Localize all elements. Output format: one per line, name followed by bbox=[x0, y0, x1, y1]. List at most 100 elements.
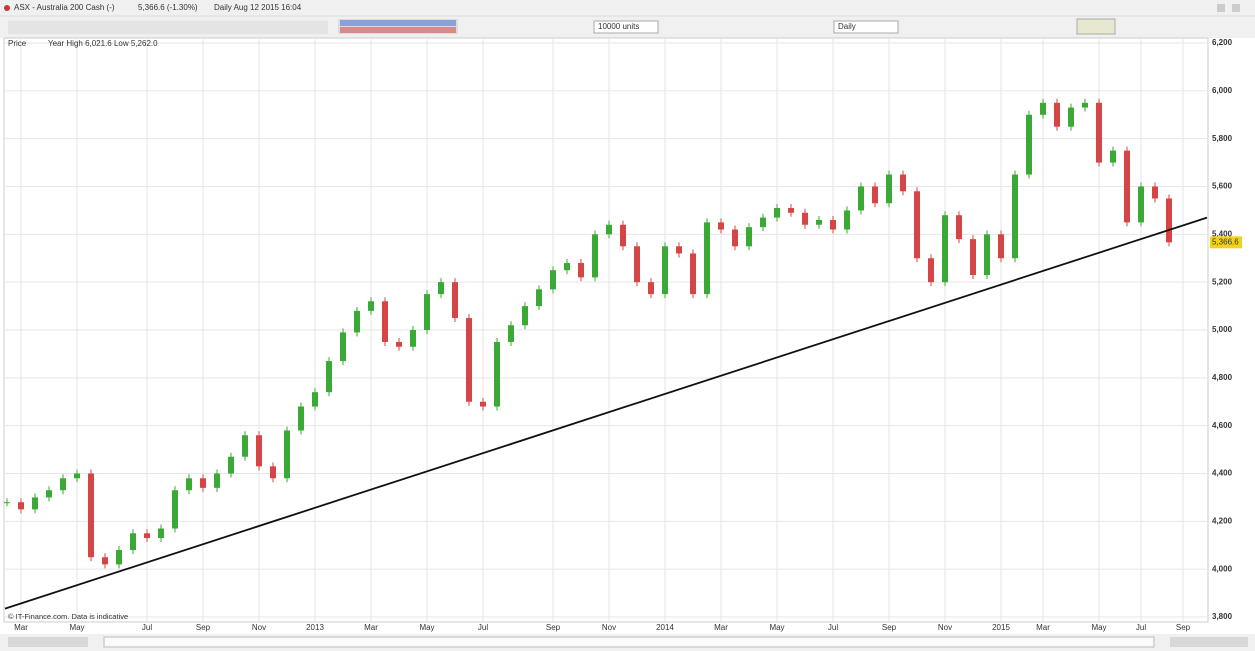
candle bbox=[18, 502, 24, 510]
y-tick-label: 4,600 bbox=[1212, 421, 1233, 430]
candle bbox=[74, 473, 80, 479]
candle bbox=[116, 550, 122, 565]
y-tick-label: 4,200 bbox=[1212, 516, 1233, 525]
candle bbox=[1096, 102, 1102, 163]
candle bbox=[88, 473, 94, 558]
candle bbox=[872, 186, 878, 204]
candle bbox=[774, 208, 780, 218]
x-tick-label: 2014 bbox=[656, 623, 674, 632]
x-tick-label: Mar bbox=[1036, 623, 1050, 632]
candle bbox=[1124, 150, 1130, 223]
interval-select[interactable] bbox=[833, 20, 899, 34]
candle bbox=[312, 392, 318, 407]
chart-type-button[interactable] bbox=[1076, 18, 1116, 35]
palette-row bbox=[340, 27, 456, 33]
candle bbox=[1068, 107, 1074, 127]
candle bbox=[690, 253, 696, 295]
candle bbox=[452, 282, 458, 319]
x-tick-label: Sep bbox=[546, 623, 561, 632]
candle bbox=[438, 282, 444, 295]
y-tick-label: 6,200 bbox=[1212, 38, 1233, 47]
candle bbox=[550, 270, 556, 290]
scroll-track[interactable] bbox=[103, 636, 1155, 648]
y-tick-label: 4,000 bbox=[1212, 564, 1233, 573]
close-button[interactable] bbox=[1232, 4, 1240, 12]
candle bbox=[648, 282, 654, 295]
candle bbox=[928, 258, 934, 283]
x-tick-label: Sep bbox=[1176, 623, 1191, 632]
y-tick-label: 5,600 bbox=[1212, 182, 1233, 191]
candle bbox=[1040, 102, 1046, 115]
x-tick-label: Jul bbox=[142, 623, 152, 632]
candle bbox=[620, 224, 626, 247]
candle bbox=[970, 239, 976, 275]
x-tick-label: Sep bbox=[196, 623, 211, 632]
candle bbox=[4, 502, 10, 504]
candle bbox=[298, 406, 304, 431]
candle bbox=[536, 289, 542, 307]
candle bbox=[718, 222, 724, 230]
x-tick-label: May bbox=[419, 623, 434, 632]
candle bbox=[200, 478, 206, 488]
x-tick-label: Jul bbox=[828, 623, 838, 632]
candle bbox=[144, 533, 150, 539]
period: Daily Aug 12 2015 16:04 bbox=[214, 3, 302, 12]
x-tick-label: May bbox=[69, 623, 84, 632]
candle bbox=[102, 557, 108, 565]
candle bbox=[1054, 102, 1060, 127]
x-tick-label: Nov bbox=[252, 623, 266, 632]
candle bbox=[858, 186, 864, 211]
toolbar-header: ASX - Australia 200 Cash (-) 5,366.6 (-1… bbox=[4, 3, 1240, 12]
candle bbox=[256, 435, 262, 467]
candle bbox=[1166, 198, 1172, 243]
x-tick-label: Jul bbox=[1136, 623, 1146, 632]
candle bbox=[508, 325, 514, 342]
trendline bbox=[4, 216, 1208, 610]
candle bbox=[396, 341, 402, 347]
candle bbox=[1152, 186, 1158, 199]
candle bbox=[942, 215, 948, 283]
candle bbox=[802, 212, 808, 225]
candle bbox=[410, 330, 416, 347]
candle bbox=[816, 219, 822, 225]
candle bbox=[564, 263, 570, 271]
quote: 5,366.6 (-1.30%) bbox=[138, 3, 198, 12]
marks bbox=[4, 98, 1208, 610]
candle bbox=[998, 234, 1004, 259]
candle bbox=[46, 490, 52, 498]
candle bbox=[746, 227, 752, 247]
candle bbox=[494, 341, 500, 407]
bottom-tools[interactable] bbox=[8, 637, 88, 647]
x-tick-label: 2013 bbox=[306, 623, 324, 632]
candle bbox=[606, 224, 612, 235]
units-select[interactable] bbox=[593, 20, 659, 34]
candle bbox=[634, 246, 640, 283]
units: 10000 units bbox=[598, 22, 639, 31]
zoom-tools[interactable] bbox=[1170, 637, 1248, 647]
candle bbox=[284, 430, 290, 479]
candle bbox=[830, 219, 836, 230]
x-tick-label: Mar bbox=[714, 623, 728, 632]
interval: Daily bbox=[838, 22, 856, 31]
y-tick-label: 5,800 bbox=[1212, 134, 1233, 143]
candle bbox=[900, 174, 906, 192]
candle bbox=[186, 478, 192, 491]
grid bbox=[5, 38, 1207, 622]
x-tick-label: Nov bbox=[602, 623, 616, 632]
candle bbox=[1026, 114, 1032, 175]
tool-icons: 10000 units Daily bbox=[8, 18, 1116, 35]
candle bbox=[172, 490, 178, 529]
x-tick-label: Jul bbox=[478, 623, 488, 632]
minimize-button[interactable] bbox=[1217, 4, 1225, 12]
last-price-box bbox=[1210, 236, 1242, 249]
x-tick-label: May bbox=[769, 623, 784, 632]
candle bbox=[886, 174, 892, 204]
candle bbox=[844, 210, 850, 230]
x-tick-label: Sep bbox=[882, 623, 897, 632]
candle bbox=[1110, 150, 1116, 163]
candle bbox=[326, 361, 332, 393]
candle bbox=[914, 191, 920, 259]
y-tick-label: 4,400 bbox=[1212, 469, 1233, 478]
drawing-tools[interactable] bbox=[8, 21, 328, 34]
